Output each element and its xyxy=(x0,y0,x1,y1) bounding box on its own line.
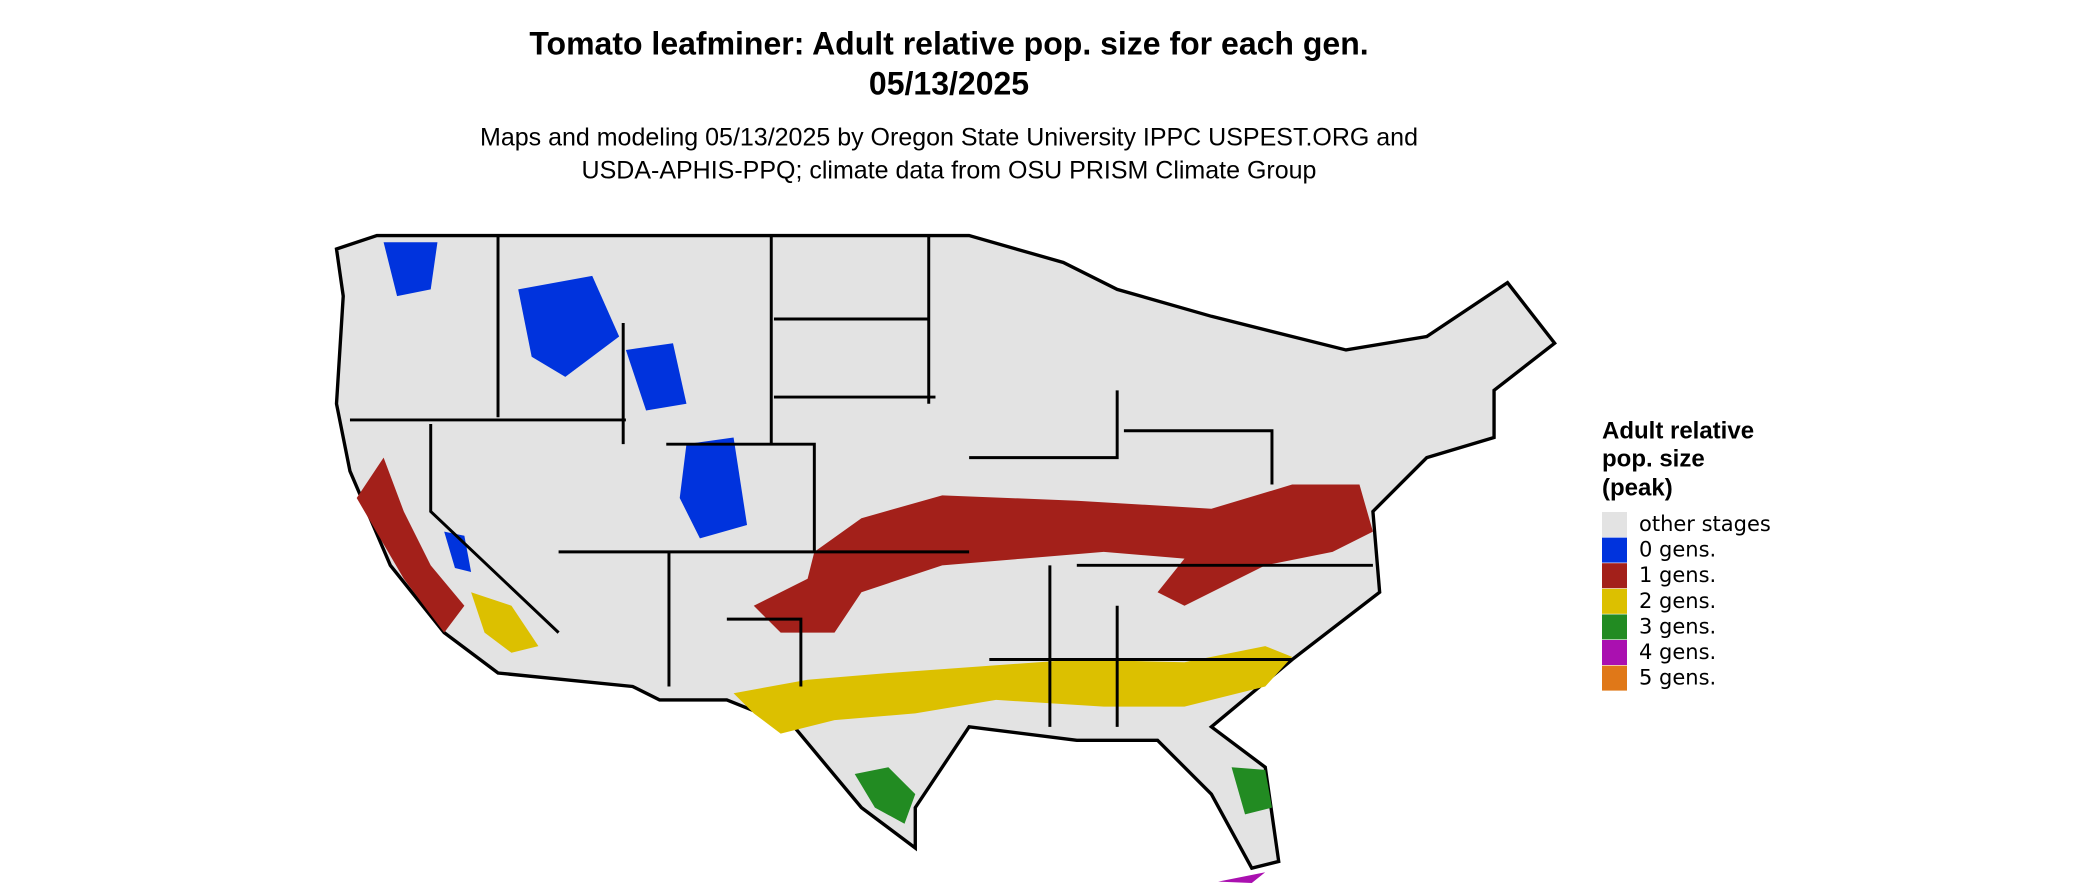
legend-label: 0 gens. xyxy=(1639,538,1716,562)
zone-0-gen xyxy=(518,275,620,377)
zone-1-gen xyxy=(753,484,1373,633)
zone-1-gen-west xyxy=(356,457,465,633)
legend-title: pop. size xyxy=(1602,445,1705,472)
subtitle: USDA-APHIS-PPQ; climate data from OSU PR… xyxy=(582,157,1317,185)
subtitle: Maps and modeling 05/13/2025 by Oregon S… xyxy=(480,124,1418,152)
legend-swatch xyxy=(1602,537,1627,563)
legend-label: 3 gens. xyxy=(1639,614,1716,638)
zone-0-gen xyxy=(625,343,687,411)
state-borders xyxy=(349,235,1373,727)
zone-2-gen xyxy=(733,646,1293,734)
zone-4-gen xyxy=(1218,861,1279,883)
legend-swatch xyxy=(1602,563,1627,589)
legend-swatch xyxy=(1602,588,1627,614)
legend-label: other stages xyxy=(1639,512,1771,536)
legend-swatch xyxy=(1602,512,1627,537)
title: Tomato leafminer: Adult relative pop. si… xyxy=(529,25,1368,61)
legend-swatch xyxy=(1602,614,1627,640)
zone-2-gen-west xyxy=(471,592,539,653)
legend-title: Adult relative xyxy=(1602,417,1754,444)
legend-title: (peak) xyxy=(1602,474,1673,501)
zone-0-gen xyxy=(679,437,748,539)
legend-swatch xyxy=(1602,640,1627,665)
zone-3-gen-fl xyxy=(1231,767,1272,815)
zone-0-gen xyxy=(383,242,438,297)
legend-label: 2 gens. xyxy=(1639,589,1716,613)
legend-label: 4 gens. xyxy=(1639,640,1716,664)
zone-3-gen xyxy=(854,767,916,824)
us-map xyxy=(334,233,1557,883)
legend-label: 5 gens. xyxy=(1639,666,1716,690)
legend-label: 1 gens. xyxy=(1639,563,1716,587)
title-date: 05/13/2025 xyxy=(869,65,1029,101)
legend-swatch xyxy=(1602,665,1627,691)
